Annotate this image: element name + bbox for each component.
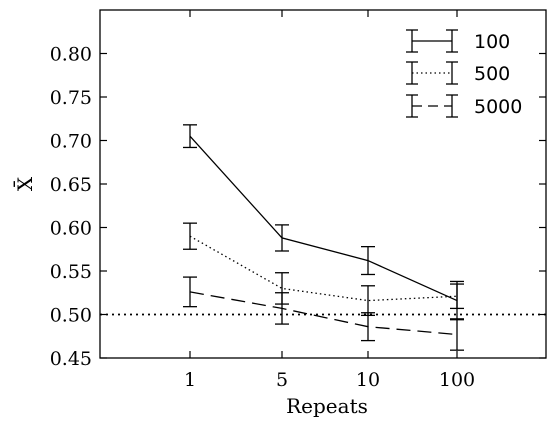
x-tick-label: 100: [439, 369, 475, 391]
legend-label: 5000: [474, 96, 522, 118]
x-tick-label: 1: [184, 369, 196, 391]
y-tick-label: 0.65: [50, 174, 92, 196]
y-tick-label: 0.75: [50, 87, 92, 109]
y-tick-label: 0.45: [50, 348, 92, 370]
y-tick-label: 0.60: [50, 218, 92, 240]
y-tick-label: 0.80: [50, 44, 92, 66]
y-tick-label: 0.55: [50, 261, 92, 283]
series-100: [183, 124, 464, 321]
x-tick-label: 5: [276, 369, 288, 391]
legend-label: 500: [474, 63, 510, 85]
series-line: [189, 235, 458, 302]
series-5000: [183, 276, 464, 351]
series-500: [183, 222, 464, 317]
y-tick-label: 0.50: [50, 305, 92, 327]
y-axis-label: X̄: [12, 176, 37, 191]
x-axis-label: Repeats: [286, 394, 368, 418]
legend-entry-500: 500: [406, 61, 510, 85]
y-tick-label: 0.70: [50, 131, 92, 153]
series-line: [189, 291, 458, 336]
x-tick-label: 10: [356, 369, 380, 391]
series-line: [189, 135, 458, 302]
legend-label: 100: [474, 31, 510, 53]
legend-entry-5000: 5000: [406, 94, 522, 118]
legend-entry-100: 100: [406, 29, 510, 53]
